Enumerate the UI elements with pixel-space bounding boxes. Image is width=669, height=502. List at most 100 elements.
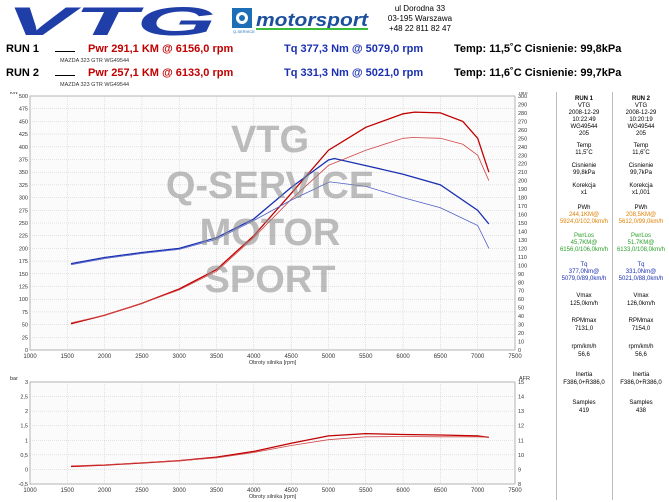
summary-samples: 438 — [635, 408, 646, 414]
y-right-tick-label: 250 — [518, 136, 527, 142]
y-right-tick-label: 8 — [518, 482, 521, 488]
y-right-tick-label: 290 — [518, 102, 527, 108]
summary-rpmmax-label: RPMmax — [571, 318, 597, 324]
vtg-logo-text: VTG — [6, 4, 216, 38]
y-right-tick-label: 140 — [518, 229, 527, 235]
summary-pwlos: 51,7KM@ — [627, 240, 655, 246]
summary-num: 205 — [578, 131, 589, 137]
summary-vmax-label: Vmax — [576, 293, 592, 299]
y-right-axis-label: AFR — [519, 376, 530, 382]
run-car: MAZDA 323 GTR WG49544 — [60, 82, 130, 88]
x-tick-label: 2000 — [98, 354, 112, 360]
x-tick-label: 3000 — [173, 354, 187, 360]
summary-name: RUN 1 — [574, 96, 593, 102]
y-right-tick-label: 160 — [518, 213, 527, 219]
watermark-line: SPORT — [205, 259, 336, 301]
summary-samples-label: Samples — [629, 400, 653, 406]
run-power: Pwr 291,1 KM @ 6156,0 rpm — [88, 43, 234, 55]
x-axis-label: Obroty silnika [rpm] — [249, 494, 297, 500]
y-left-tick-label: 425 — [19, 132, 28, 138]
summary-samples-label: Samples — [572, 400, 596, 406]
y-right-tick-label: 20 — [518, 331, 524, 337]
y-left-tick-label: 3 — [25, 380, 28, 386]
y-left-tick-label: 475 — [19, 107, 28, 113]
y-right-tick-label: 100 — [518, 263, 527, 269]
address-line: ul Dorodna 33 — [394, 4, 446, 13]
summary-press-label: Cisnienie — [571, 163, 597, 169]
x-tick-label: 7000 — [471, 354, 485, 360]
summary-make: VTG — [634, 103, 648, 109]
summary-code: WG49544 — [627, 124, 655, 130]
summary-temp: 11,5˚C — [575, 150, 593, 156]
summary-rpmkmh: 56,6 — [578, 352, 590, 358]
summary-temp-label: Temp — [633, 143, 649, 149]
motorsport-text: motorsport — [256, 10, 369, 30]
run-line-legend — [55, 51, 75, 52]
y-left-tick-label: 325 — [19, 183, 28, 189]
y-left-tick-label: 400 — [19, 145, 28, 151]
summary-tq-sub: 5021,0/88,0km/h — [618, 276, 664, 282]
summary-name: RUN 2 — [631, 96, 650, 102]
x-tick-label: 1000 — [23, 488, 37, 494]
y-left-tick-label: 300 — [19, 196, 28, 202]
x-tick-label: 6000 — [396, 488, 410, 494]
y-left-tick-label: 0 — [25, 348, 28, 354]
y-right-tick-label: 210 — [518, 170, 527, 176]
summary-time: 10:20:19 — [629, 117, 653, 123]
run-torque: Tq 377,3 Nm @ 5079,0 rpm — [284, 43, 424, 55]
x-axis-label: Obroty silnika [rpm] — [249, 360, 297, 366]
run-temp: Temp: 11,5˚C Cisnienie: 99,8kPa — [454, 43, 622, 55]
run-car: MAZDA 323 GTR WG49544 — [60, 58, 130, 64]
run-label: RUN 2 — [6, 67, 40, 79]
summary-tq: 331,0Nm@ — [625, 269, 657, 275]
y-left-tick-label: 350 — [19, 170, 28, 176]
series-line — [70, 436, 489, 467]
y-right-tick-label: 200 — [518, 179, 527, 185]
watermark: VTG Q-SERVICE MOTOR SPORT — [166, 119, 374, 301]
x-tick-label: 5000 — [322, 488, 336, 494]
summary-pwlos-label: PwrLos — [573, 233, 594, 239]
y-left-tick-label: 75 — [22, 310, 28, 316]
summary-rpmmax: 7154,0 — [631, 326, 651, 332]
y-left-tick-label: 275 — [19, 208, 28, 214]
y-right-tick-label: 130 — [518, 238, 527, 244]
y-right-tick-label: 80 — [518, 280, 524, 286]
y-left-tick-label: 0 — [25, 467, 28, 473]
y-right-tick-label: 9 — [518, 467, 521, 473]
y-left-tick-label: 250 — [19, 221, 28, 227]
boost-afr-chart: 1000 1500 2000 2500 3000 3500 4000 4500 5000 5500… — [10, 376, 530, 500]
summary-rpmkmh-label: rpm/km/h — [571, 344, 597, 350]
y-right-tick-label: 40 — [518, 314, 524, 320]
series-line — [70, 181, 490, 266]
address-block: ul Dorodna 33 03-195 Warszawa +48 22 811… — [374, 4, 466, 34]
summary-rpmkmh: 56,6 — [635, 352, 647, 358]
y-left-tick-label: 225 — [19, 234, 28, 240]
x-tick-label: 5000 — [322, 354, 336, 360]
y-right-tick-label: 230 — [518, 153, 527, 159]
y-left-tick-label: 50 — [22, 323, 28, 329]
y-left-tick-label: 1,5 — [20, 424, 28, 430]
y-right-tick-label: 150 — [518, 221, 527, 227]
dyno-charts: 1000 1500 2000 2500 3000 3500 4000 4500 5000 5500… — [0, 92, 555, 500]
power-torque-chart: 1000 1500 2000 2500 3000 3500 4000 4500 5000 5500… — [10, 92, 528, 366]
y-right-tick-label: 30 — [518, 323, 524, 329]
y-left-tick-label: 2,5 — [20, 395, 28, 401]
y-left-tick-label: 25 — [22, 335, 28, 341]
x-tick-label: 1500 — [61, 354, 75, 360]
y-right-tick-label: 260 — [518, 128, 527, 134]
summary-inertia-label: Inertia — [575, 372, 593, 378]
summary-vmax-label: Vmax — [633, 293, 649, 299]
y-right-tick-label: 14 — [518, 395, 524, 401]
y-left-axis-label: bar — [10, 376, 18, 382]
summary-inertia: F386,0+R386,0 — [563, 380, 605, 386]
y-right-tick-label: 0 — [518, 348, 521, 354]
y-right-tick-label: 190 — [518, 187, 527, 193]
x-tick-label: 4500 — [284, 354, 298, 360]
x-tick-label: 5500 — [359, 488, 373, 494]
x-tick-label: 4000 — [247, 488, 261, 494]
y-right-tick-label: 50 — [518, 306, 524, 312]
summary-make: VTG — [577, 103, 591, 109]
run-power: Pwr 257,1 KM @ 6133,0 rpm — [88, 67, 234, 79]
y-left-tick-label: 175 — [19, 259, 28, 265]
x-tick-label: 6500 — [434, 488, 448, 494]
